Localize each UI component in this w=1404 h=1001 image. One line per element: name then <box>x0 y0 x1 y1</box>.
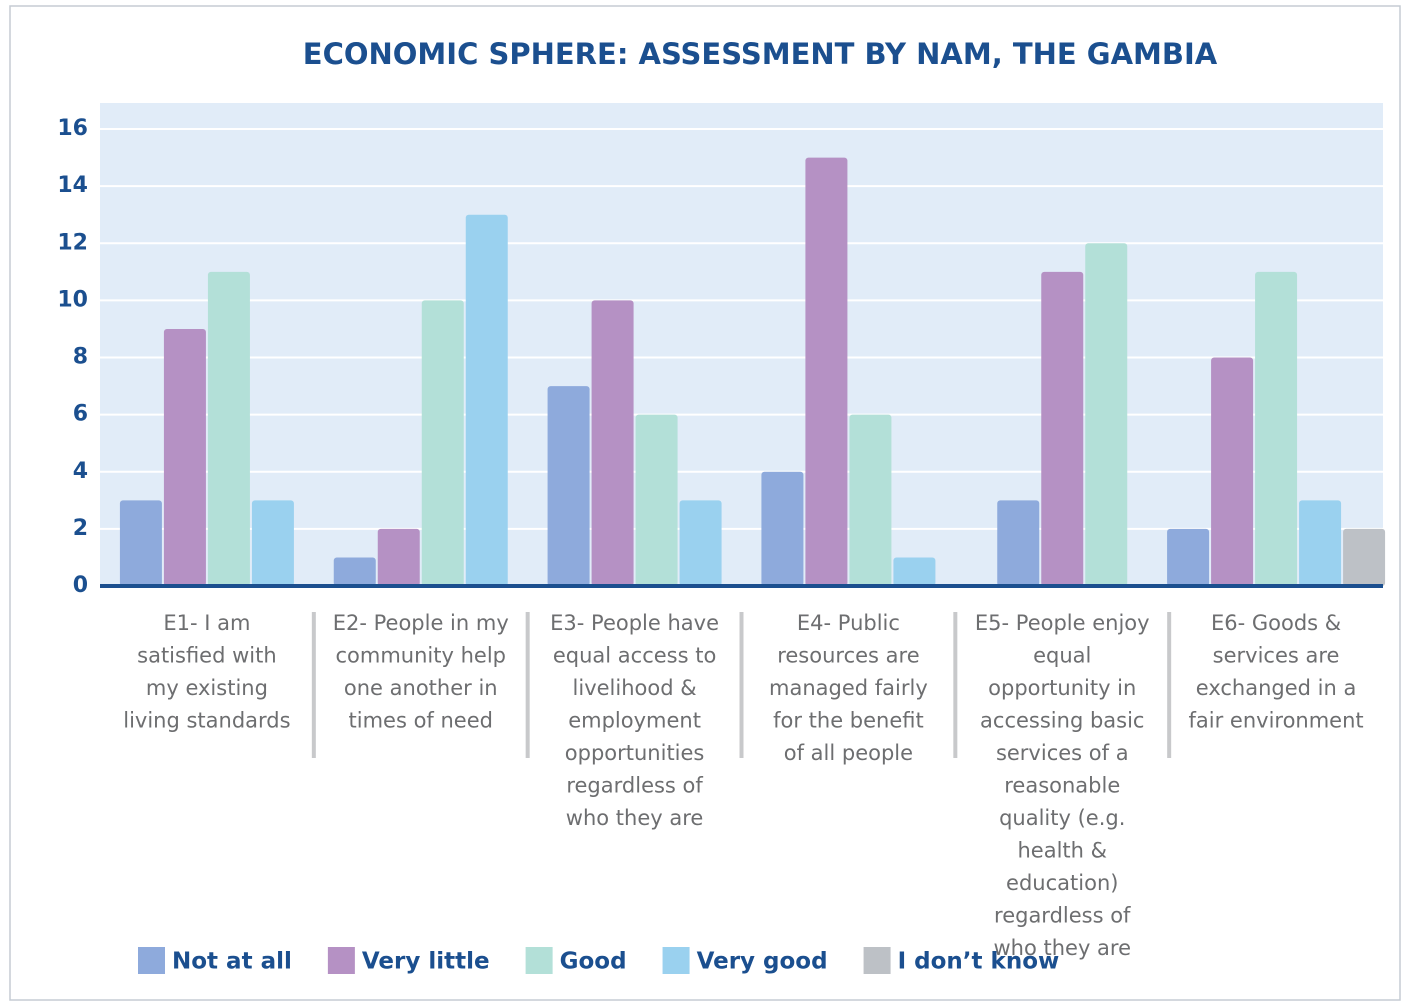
x-tick-label: E5- People enjoy equal opportunity in acces… <box>975 611 1150 960</box>
bar <box>805 157 848 586</box>
y-tick-label: 16 <box>57 116 88 141</box>
legend-swatch <box>327 947 355 974</box>
y-tick-label: 0 <box>73 573 88 598</box>
y-tick-label: 2 <box>73 516 88 541</box>
legend-swatch <box>138 947 165 974</box>
x-tick-label: E3- People have equal access to livelihood… <box>550 611 719 830</box>
legend-label: Very good <box>697 949 828 975</box>
bar <box>251 500 294 586</box>
y-tick-label: 6 <box>73 402 88 427</box>
bar <box>1299 500 1342 586</box>
bar <box>591 300 634 586</box>
plot-area <box>100 103 1383 586</box>
x-tick-label: E2- People in my community help one anothe… <box>333 611 509 733</box>
bar <box>547 386 590 586</box>
legend-label: Good <box>560 949 627 975</box>
bar <box>1343 528 1386 586</box>
bar <box>1211 357 1254 586</box>
bar <box>119 500 162 586</box>
legend-swatch <box>525 947 553 974</box>
y-tick-label: 8 <box>73 345 88 370</box>
bar <box>997 500 1040 586</box>
bar <box>849 414 892 586</box>
legend-swatch <box>863 947 891 974</box>
legend-label: Very little <box>362 949 490 975</box>
bar <box>377 528 420 586</box>
bar <box>635 414 678 586</box>
x-tick-label: E6- Goods & services are exchanged in a fai… <box>1189 611 1364 733</box>
bar <box>421 300 464 586</box>
y-tick-label: 10 <box>57 287 88 312</box>
bar <box>465 214 508 586</box>
bar <box>1041 271 1084 586</box>
bar <box>1255 271 1298 586</box>
chart-title: ECONOMIC SPHERE: ASSESSMENT BY NAM, THE … <box>303 37 1218 71</box>
bar <box>207 271 250 586</box>
bar <box>761 471 804 586</box>
x-tick-label: E1- I am satisfied with my existing living … <box>123 611 290 733</box>
bar <box>163 328 206 586</box>
legend-swatch <box>662 947 690 974</box>
y-tick-label: 14 <box>57 173 88 198</box>
x-tick-label: E4- Public resources are managed fairly for… <box>769 611 928 765</box>
bar <box>333 557 376 586</box>
bar <box>679 500 722 586</box>
y-tick-label: 12 <box>57 230 88 255</box>
bar <box>1167 528 1210 586</box>
y-tick-label: 4 <box>73 459 88 484</box>
bar <box>893 557 936 586</box>
legend-label: Not at all <box>172 949 292 975</box>
legend-label: I don’t know <box>898 949 1060 975</box>
bar <box>1085 243 1128 586</box>
